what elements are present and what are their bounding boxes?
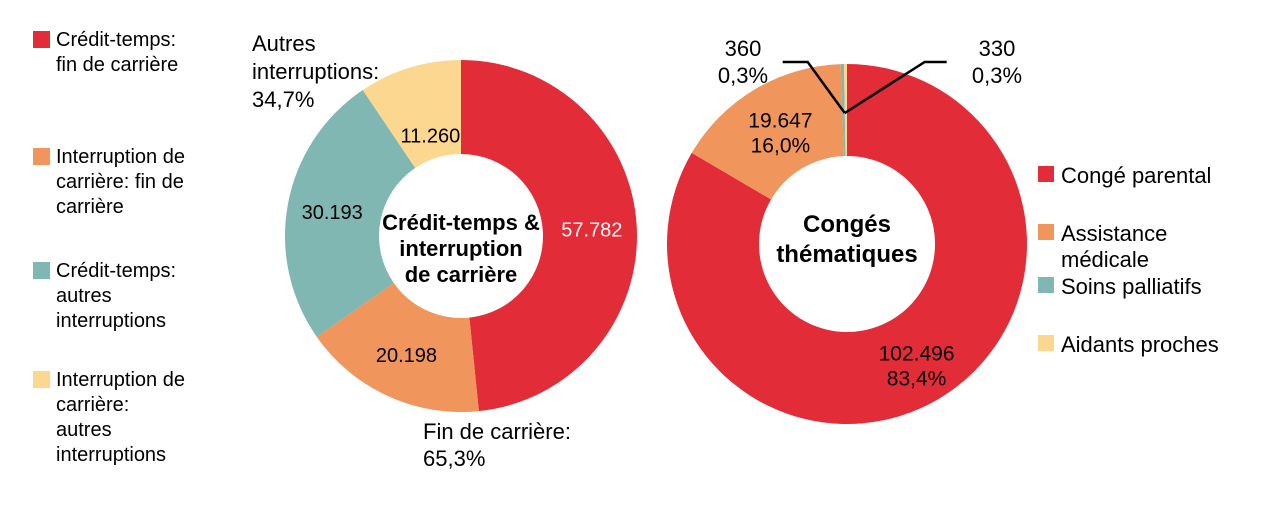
legend-swatch-cr-dit-temps-fin-de-carri-re xyxy=(33,31,50,48)
donut-slice-assistance-m-dicale xyxy=(691,64,844,200)
donut-slice-cong-parental xyxy=(667,64,1027,425)
legend-item-assistance-m-dicale: Assistance médicale xyxy=(1038,221,1167,273)
slice-value-label-cong-parental: 102.496 83,4% xyxy=(879,342,955,390)
donut-slice-cr-dit-temps-fin-de-carri-re xyxy=(461,60,638,412)
legend-swatch-interruption-de-carri-re-fin-de-carri-re xyxy=(33,148,50,165)
donut-chart-credit-temps-interruption: 57.782 20.198 30.193 11.260 xyxy=(285,60,638,412)
donut-center-title-conges-thematiques: Congés thématiques xyxy=(776,211,918,268)
callout-leader-line xyxy=(844,60,947,115)
legend-swatch-interruption-de-carri-re-autres-interruptions xyxy=(33,371,50,388)
legend-label-cr-dit-temps-autres-interruptions: Crédit-temps: autres interruptions xyxy=(56,260,177,332)
legend-label-soins-palliatifs: Soins palliatifs xyxy=(1061,274,1202,299)
legend-swatch-assistance-m-dicale xyxy=(1038,224,1054,240)
donut-slice-cr-dit-temps-autres-interruptions xyxy=(285,89,416,337)
donut-slice-interruption-de-carri-re-autres-interruptions xyxy=(362,60,461,168)
donut-center-title-credit-temps: Crédit-temps & interruption de carrière xyxy=(382,210,540,287)
legend-label-assistance-m-dicale: Assistance médicale xyxy=(1061,221,1168,272)
donut-slice-interruption-de-carri-re-fin-de-carri-re xyxy=(316,282,479,412)
legend-item-cr-dit-temps-fin-de-carri-re: Crédit-temps: fin de carrière xyxy=(33,28,178,78)
legend-swatch-soins-palliatifs xyxy=(1038,277,1054,293)
slice-value-label-interruption-de-carri-re-fin-de-carri-re: 20.198 xyxy=(376,345,437,367)
legend-item-interruption-de-carri-re-autres-interruptions: Interruption de carrière: autres interru… xyxy=(33,368,185,468)
legend-item-cr-dit-temps-autres-interruptions: Crédit-temps: autres interruptions xyxy=(33,259,176,334)
slice-value-label-interruption-de-carri-re-autres-interruptions: 11.260 xyxy=(401,126,461,148)
callout-leader-line xyxy=(782,60,846,114)
legend-label-cr-dit-temps-fin-de-carri-re: Crédit-temps: fin de carrière xyxy=(56,29,179,76)
legend-swatch-aidants-proches xyxy=(1038,335,1054,351)
donut-slice-aidants-proches xyxy=(843,64,847,157)
slice-value-label-cr-dit-temps-fin-de-carri-re: 57.782 xyxy=(561,219,622,241)
legend-label-interruption-de-carri-re-autres-interruptions: Interruption de carrière: autres interru… xyxy=(56,369,185,466)
callout-label-soins-palliatifs: 360 0,3% xyxy=(717,36,769,88)
legend-label-interruption-de-carri-re-fin-de-carri-re: Interruption de carrière: fin de carrièr… xyxy=(56,146,185,218)
annotation-autres-interruptions: Autres interruptions: 34,7% xyxy=(252,31,380,112)
legend-label-aidants-proches: Aidants proches xyxy=(1061,332,1219,357)
legend-item-aidants-proches: Aidants proches xyxy=(1038,332,1219,358)
legend-item-cong-parental: Congé parental xyxy=(1038,163,1211,189)
legend-item-soins-palliatifs: Soins palliatifs xyxy=(1038,274,1202,300)
annotation-fin-de-carriere: Fin de carrière: 65,3% xyxy=(423,419,571,471)
legend-swatch-cong-parental xyxy=(1038,166,1054,182)
legend-item-interruption-de-carri-re-fin-de-carri-re: Interruption de carrière: fin de carrièr… xyxy=(33,145,185,220)
legend-swatch-cr-dit-temps-autres-interruptions xyxy=(33,262,50,279)
donut-chart-conges-thematiques: 102.496 83,4% 19.647 16,0% xyxy=(667,60,1027,425)
slice-value-label-assistance-m-dicale: 19.647 16,0% xyxy=(748,109,812,157)
slice-value-label-cr-dit-temps-autres-interruptions: 30.193 xyxy=(302,202,363,224)
legend-label-cong-parental: Congé parental xyxy=(1061,163,1212,188)
callout-label-aidants-proches: 330 0,3% xyxy=(971,36,1023,88)
